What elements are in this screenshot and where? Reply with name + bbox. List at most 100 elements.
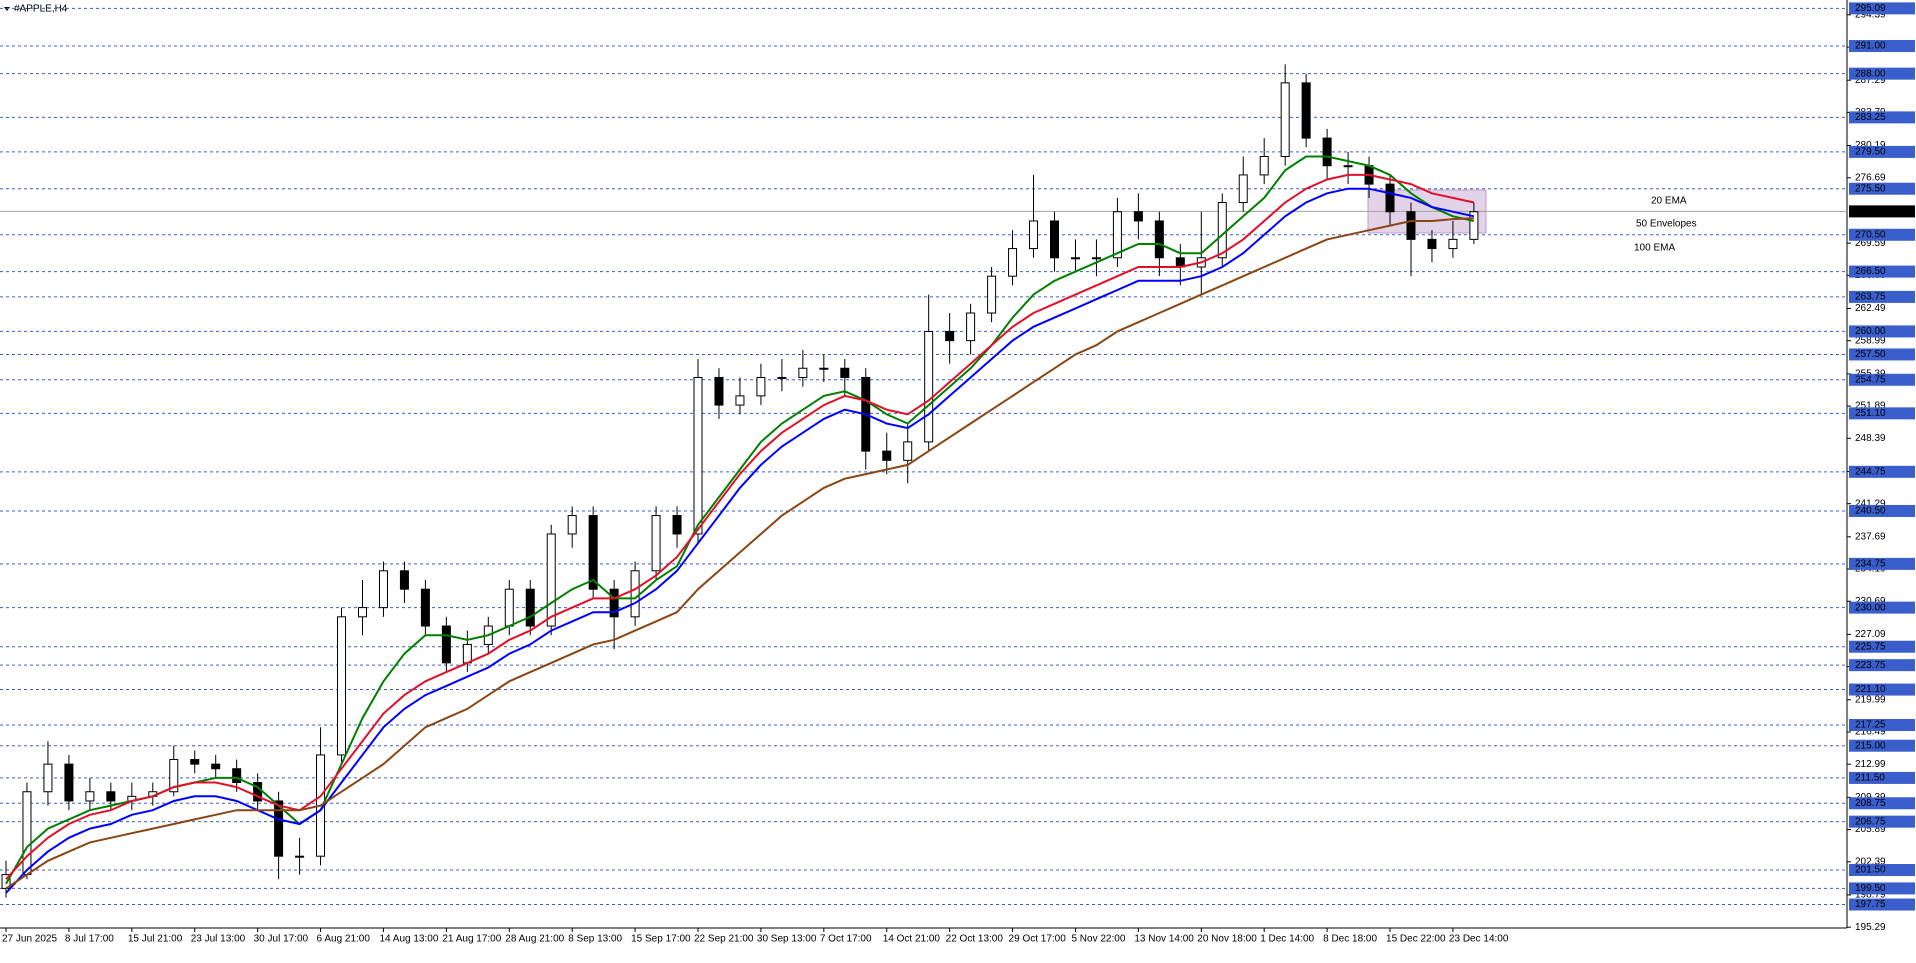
candle-body: [567, 515, 577, 535]
indicator-line: [5, 217, 1474, 890]
x-tick-label: 22 Oct 13:00: [946, 934, 1004, 945]
candle-body: [1070, 257, 1080, 260]
x-tick-label: 7 Oct 17:00: [820, 934, 872, 945]
candle-body: [546, 533, 556, 627]
candle-body: [1029, 220, 1039, 250]
candle-body: [64, 763, 74, 802]
candle-body: [211, 763, 221, 770]
candle-body: [1469, 211, 1479, 240]
level-label-bg: [1849, 265, 1915, 278]
candle-body: [609, 588, 619, 618]
level-label-bg: [1849, 771, 1915, 784]
x-tick-label: 28 Aug 21:00: [505, 934, 564, 945]
candle-body: [274, 800, 284, 857]
candle-body: [1280, 82, 1290, 158]
level-label-bg: [1849, 504, 1915, 517]
candle-body: [1, 874, 11, 889]
level-label: 295.09: [1855, 3, 1886, 14]
x-tick-label: 23 Dec 14:00: [1449, 934, 1509, 945]
candle-body: [798, 367, 808, 378]
level-label: 199.50: [1855, 883, 1886, 894]
level-label: 260.00: [1855, 326, 1886, 337]
x-tick-label: 8 Sep 13:00: [568, 934, 622, 945]
candle-body: [399, 570, 409, 590]
level-label: 263.75: [1855, 292, 1886, 303]
candle-body: [756, 376, 766, 397]
candle-body: [441, 625, 451, 664]
x-tick-label: 29 Oct 17:00: [1009, 934, 1067, 945]
y-tick-label: 202.39: [1855, 856, 1886, 867]
candle-body: [378, 570, 388, 609]
y-tick-label: 258.99: [1855, 335, 1886, 346]
candle-body: [525, 588, 535, 627]
y-tick-label: 198.79: [1855, 890, 1886, 901]
candle-body: [1008, 248, 1018, 277]
y-tick-label: 219.99: [1855, 694, 1886, 705]
level-label: 234.75: [1855, 559, 1886, 570]
y-tick-label: 251.89: [1855, 401, 1886, 412]
x-tick-label: 20 Nov 18:00: [1197, 934, 1257, 945]
level-label: 288.00: [1855, 68, 1886, 79]
candle-body: [693, 376, 703, 535]
x-tick-label: 14 Aug 13:00: [379, 934, 438, 945]
y-tick-label: 287.29: [1855, 75, 1886, 86]
y-tick-label: 294.39: [1855, 9, 1886, 20]
level-label-bg: [1849, 557, 1915, 570]
level-label: 270.50: [1855, 229, 1886, 240]
level-label: 283.25: [1855, 112, 1886, 123]
x-tick-label: 8 Jul 17:00: [65, 934, 114, 945]
level-label-bg: [1849, 145, 1915, 158]
level-label: 197.75: [1855, 899, 1886, 910]
candle-body: [1322, 137, 1332, 167]
candle-body: [85, 791, 95, 802]
y-tick-label: 262.49: [1855, 303, 1886, 314]
candle-body: [1050, 220, 1059, 259]
candle-body: [1301, 82, 1311, 139]
candle-body: [1217, 202, 1227, 259]
y-tick-label: 248.39: [1855, 433, 1886, 444]
candle-body: [840, 367, 850, 378]
indicator-line: [5, 173, 1475, 880]
x-tick-label: 1 Dec 14:00: [1260, 934, 1314, 945]
indicator-caption: 50 Envelopes: [1636, 219, 1697, 230]
x-tick-label: 13 Nov 14:00: [1134, 934, 1194, 945]
candle-body: [1154, 220, 1164, 259]
candle-body: [1133, 211, 1143, 222]
candle-body: [1112, 211, 1122, 259]
level-label: 279.50: [1855, 147, 1886, 158]
y-tick-label: 212.99: [1855, 759, 1886, 770]
candle-body: [169, 759, 179, 793]
indicator-caption: 100 EMA: [1634, 243, 1675, 254]
level-label-bg: [1849, 2, 1915, 15]
y-tick-label: 227.09: [1855, 629, 1886, 640]
candle-body: [777, 376, 787, 379]
candle-body: [1091, 257, 1101, 260]
level-label-bg: [1849, 407, 1915, 420]
x-tick-label: 21 Aug 17:00: [442, 934, 501, 945]
y-tick-label: 216.49: [1855, 727, 1886, 738]
candle-body: [232, 768, 242, 784]
level-label: 208.75: [1855, 798, 1886, 809]
candle-body: [1259, 156, 1269, 176]
candle-body: [43, 763, 53, 793]
indicator-line: [5, 155, 1475, 885]
level-label: 221.10: [1855, 684, 1886, 695]
x-tick-label: 30 Sep 13:00: [757, 934, 817, 945]
level-label-bg: [1849, 465, 1915, 478]
candle-body: [420, 588, 430, 627]
level-label: 223.75: [1855, 660, 1886, 671]
x-tick-label: 15 Sep 17:00: [631, 934, 691, 945]
candle-body: [903, 441, 913, 461]
candle-body: [1427, 238, 1437, 250]
candle-body: [504, 588, 514, 627]
candle-body: [651, 515, 661, 572]
level-label-bg: [1849, 67, 1915, 80]
level-label: 251.10: [1855, 408, 1886, 419]
level-label-bg: [1849, 882, 1915, 895]
x-tick-label: 8 Dec 18:00: [1323, 934, 1377, 945]
level-label-bg: [1849, 601, 1915, 614]
indicator-caption: 20 EMA: [1651, 196, 1687, 207]
level-label-bg: [1849, 719, 1915, 731]
